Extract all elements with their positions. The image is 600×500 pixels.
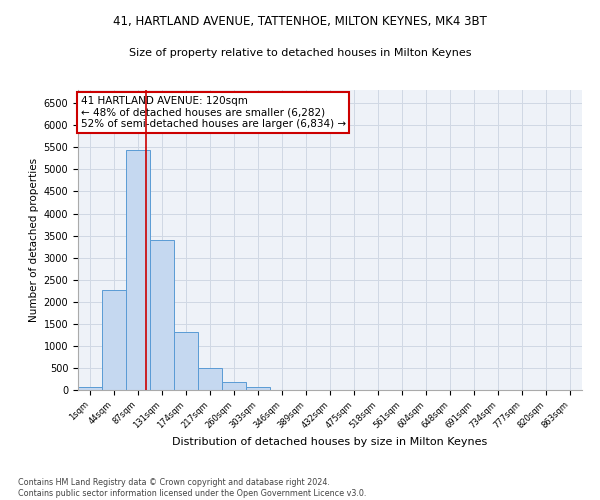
Bar — [102, 290, 126, 390]
Y-axis label: Number of detached properties: Number of detached properties — [29, 158, 40, 322]
Bar — [246, 386, 270, 390]
Bar — [78, 386, 102, 390]
Bar — [150, 240, 174, 390]
Bar — [174, 332, 198, 390]
Text: 41 HARTLAND AVENUE: 120sqm
← 48% of detached houses are smaller (6,282)
52% of s: 41 HARTLAND AVENUE: 120sqm ← 48% of deta… — [80, 96, 346, 129]
Text: Size of property relative to detached houses in Milton Keynes: Size of property relative to detached ho… — [129, 48, 471, 58]
Text: Contains HM Land Registry data © Crown copyright and database right 2024.
Contai: Contains HM Land Registry data © Crown c… — [18, 478, 367, 498]
Bar — [198, 368, 222, 390]
Bar — [222, 382, 246, 390]
Text: 41, HARTLAND AVENUE, TATTENHOE, MILTON KEYNES, MK4 3BT: 41, HARTLAND AVENUE, TATTENHOE, MILTON K… — [113, 15, 487, 28]
X-axis label: Distribution of detached houses by size in Milton Keynes: Distribution of detached houses by size … — [172, 437, 488, 447]
Bar — [126, 150, 150, 390]
